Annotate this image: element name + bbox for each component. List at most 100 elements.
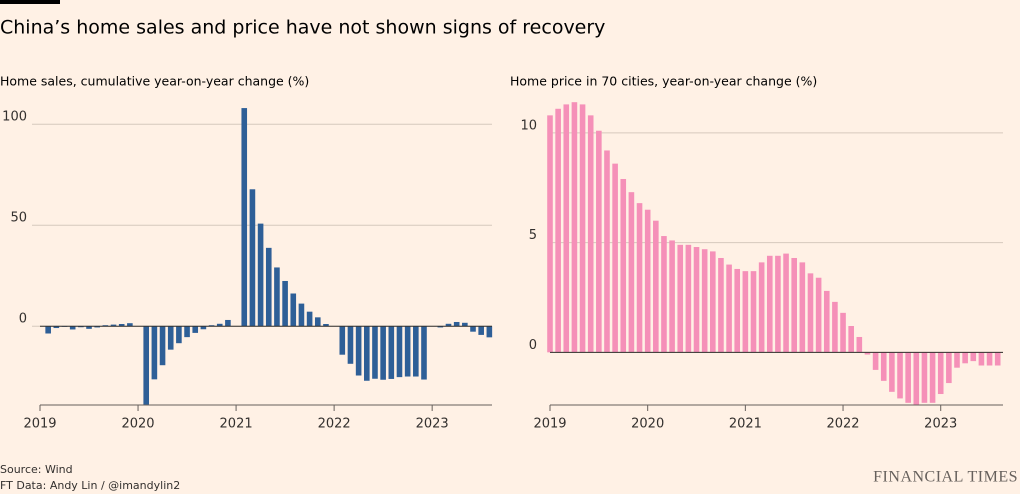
bar xyxy=(897,352,903,399)
bar xyxy=(718,257,724,353)
bar xyxy=(364,326,370,381)
bar xyxy=(669,240,675,353)
bar xyxy=(937,352,944,395)
bar xyxy=(249,189,256,327)
page-title: China’s home sales and price have not sh… xyxy=(0,17,605,39)
credit: FT Data: Andy Lin / @imandylin2 xyxy=(0,479,180,492)
bar xyxy=(143,326,150,405)
bar xyxy=(766,255,773,353)
x-tick-label: 2023 xyxy=(924,417,957,432)
bar xyxy=(45,326,51,334)
bar xyxy=(290,293,297,327)
bar xyxy=(102,325,109,327)
bar xyxy=(396,326,403,378)
bar xyxy=(596,130,602,353)
bar xyxy=(437,326,444,328)
y-tick-label: 10 xyxy=(520,118,537,133)
bar xyxy=(306,311,313,327)
bar xyxy=(216,323,223,327)
bar xyxy=(986,352,993,366)
source: Source: Wind xyxy=(0,463,73,476)
bar xyxy=(445,323,452,327)
chart-subtitle: Home price in 70 cities, year-on-year ch… xyxy=(510,74,817,89)
bar xyxy=(921,352,928,403)
bar xyxy=(192,326,199,333)
x-tick-label: 2021 xyxy=(220,417,253,432)
bar xyxy=(462,322,468,327)
bar xyxy=(127,323,133,327)
bar xyxy=(225,319,231,327)
bar xyxy=(905,352,911,403)
bar xyxy=(184,326,190,338)
bar xyxy=(742,271,749,353)
bar xyxy=(954,352,960,368)
bar xyxy=(579,104,586,353)
bar xyxy=(848,326,854,353)
bar xyxy=(282,280,288,327)
bar xyxy=(555,108,561,353)
bar xyxy=(946,352,952,384)
bar xyxy=(176,326,182,344)
accent-bar xyxy=(0,0,60,4)
bar xyxy=(257,223,264,327)
bar xyxy=(929,352,936,403)
y-tick-label: 100 xyxy=(2,110,27,125)
bar xyxy=(453,321,460,327)
y-tick-label: 0 xyxy=(19,312,27,327)
bar xyxy=(620,178,627,353)
bar xyxy=(339,326,346,355)
bar xyxy=(159,326,166,366)
bar xyxy=(872,352,879,370)
x-tick-label: 2023 xyxy=(416,417,449,432)
bar xyxy=(470,326,476,332)
bar xyxy=(661,236,667,353)
bar xyxy=(685,244,692,353)
bar xyxy=(791,257,797,353)
bar xyxy=(404,326,411,377)
bar xyxy=(750,271,757,353)
bar xyxy=(807,273,814,353)
brand: FINANCIAL TIMES xyxy=(873,469,1018,486)
x-tick-label: 2021 xyxy=(729,417,762,432)
bar xyxy=(758,262,765,353)
bar xyxy=(94,326,100,328)
bar xyxy=(628,192,635,353)
bar xyxy=(677,244,684,353)
bars xyxy=(45,108,493,405)
bar xyxy=(380,326,386,380)
bar xyxy=(547,115,553,353)
bar xyxy=(563,104,570,353)
x-tick-label: 2022 xyxy=(318,417,351,432)
bar xyxy=(86,326,92,329)
x-tick-label: 2019 xyxy=(533,417,566,432)
bar xyxy=(856,336,863,353)
bar xyxy=(693,247,700,353)
bar xyxy=(388,326,395,379)
bar xyxy=(478,326,484,335)
bar xyxy=(53,326,60,329)
bar xyxy=(355,326,362,376)
x-tick-label: 2020 xyxy=(631,417,664,432)
bar xyxy=(799,262,806,353)
y-tick-label: 0 xyxy=(529,338,537,353)
bar xyxy=(200,326,207,330)
x-tick-label: 2020 xyxy=(121,417,154,432)
bar xyxy=(775,255,781,353)
bar xyxy=(823,290,830,353)
bar xyxy=(413,326,419,377)
bar xyxy=(323,324,329,327)
bar xyxy=(314,317,321,327)
bar xyxy=(644,209,651,353)
bar xyxy=(69,326,76,330)
bar xyxy=(889,352,895,392)
bar xyxy=(241,108,248,327)
bar xyxy=(832,301,838,353)
bar xyxy=(962,352,968,364)
bar xyxy=(167,326,174,350)
bar xyxy=(571,102,578,353)
x-tick-label: 2022 xyxy=(826,417,859,432)
bar xyxy=(636,203,643,353)
bar xyxy=(421,326,427,380)
